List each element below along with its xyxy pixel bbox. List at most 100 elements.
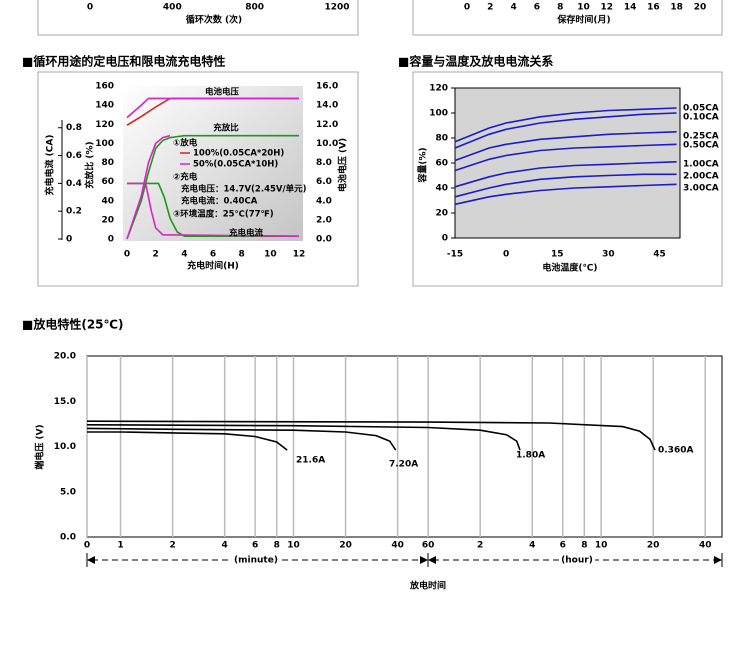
x-tick-label: 16 — [647, 3, 660, 13]
series-line — [126, 134, 171, 240]
x-axis-label: 保存时间(月) — [556, 14, 610, 26]
y-tick-label: 100 — [429, 109, 448, 119]
x-tick-label: 14 — [624, 3, 637, 13]
chart-title: ■容量与温度及放电电流关系 — [398, 54, 553, 69]
x-tick-label: 20 — [694, 3, 707, 13]
series-line — [454, 131, 677, 162]
annotation: 100%(0.05CA*20H) — [193, 149, 284, 159]
annotation: ②充电 — [173, 172, 198, 183]
series-line — [454, 143, 677, 172]
annotation: 充电电流：0.40CA — [181, 196, 258, 207]
x-tick-label: 20 — [339, 541, 352, 551]
x-tick-label: 12 — [601, 3, 614, 13]
x-axis-label: 电池温度(℃) — [542, 262, 597, 274]
frame — [412, 71, 723, 287]
x-tick-label: 10 — [595, 541, 608, 551]
y2-tick-label: 14.0 — [316, 101, 338, 111]
y-tick-label: 40 — [101, 196, 114, 206]
plot-area — [86, 355, 723, 538]
y-tick-label: 20 — [435, 209, 448, 219]
y2-tick-label: 8.0 — [316, 158, 332, 168]
x-tick-label: 4 — [529, 541, 535, 551]
x-tick-label: 0 — [464, 3, 470, 13]
x-tick-label: 10 — [287, 541, 300, 551]
y2-tick-label: 6.0 — [316, 177, 332, 187]
x-tick-label: 4 — [222, 541, 228, 551]
y-tick-label: 160 — [95, 82, 114, 92]
y3-tick-label: 0.6 — [66, 151, 82, 161]
series-label: 1.00CA — [683, 160, 719, 170]
series-line — [454, 183, 677, 206]
x-tick-label: 2 — [153, 250, 159, 260]
x-tick-label: 8 — [581, 541, 587, 551]
x-tick-label: 0 — [124, 250, 130, 260]
frame — [37, 71, 359, 287]
x-tick-label: 4 — [181, 250, 187, 260]
y-tick-label: 80 — [435, 134, 448, 144]
y-axis-label: 端电压 (V) — [34, 424, 46, 469]
y-tick-label: 80 — [101, 158, 114, 168]
x-tick-label: 30 — [602, 250, 615, 260]
x-tick-label: 10 — [577, 3, 590, 13]
series-line — [454, 107, 677, 143]
x-tick-label: 2 — [487, 3, 493, 13]
x-tick-label: 40 — [391, 541, 404, 551]
series-line — [127, 182, 300, 237]
series-label: 21.6A — [296, 456, 325, 466]
series-label: 7.20A — [389, 460, 418, 470]
y-tick-label: 140 — [95, 101, 114, 111]
annotation: ③环境温度：25℃(77℉) — [173, 209, 274, 220]
x-tick-label: 0 — [87, 3, 93, 13]
y2-tick-label: 12.0 — [316, 120, 338, 130]
y-tick-label: 10.0 — [54, 442, 76, 452]
y-tick-label: 0.0 — [60, 533, 76, 543]
x-tick-label: 6 — [534, 3, 540, 13]
x-unit-label: (hour) — [561, 556, 593, 566]
x-tick-label: 45 — [653, 250, 666, 260]
x-tick-label: 6 — [560, 541, 566, 551]
series-line — [126, 134, 299, 240]
series-label: 0.360A — [658, 446, 693, 456]
y-tick-label: 40 — [435, 184, 448, 194]
x-tick-label: 1200 — [324, 3, 349, 13]
x-tick-label: 800 — [245, 3, 264, 13]
y-tick-label: 5.0 — [60, 487, 76, 497]
x-tick-label: 2 — [169, 541, 175, 551]
x-axis-label: 循环次数 (次) — [186, 14, 242, 26]
series-line — [127, 182, 299, 237]
x-tick-label: 6 — [252, 541, 258, 551]
y-tick-label: 20 — [101, 215, 114, 225]
chart-title: ■放电特性(25℃) — [22, 317, 124, 332]
x-tick-label: 20 — [647, 541, 660, 551]
time-arrows — [86, 553, 723, 567]
y2-tick-label: 16.0 — [316, 82, 338, 92]
annotation: 充放比 — [213, 123, 239, 134]
series-line — [86, 420, 656, 451]
y-tick-label: 120 — [429, 84, 448, 94]
y3-tick-label: 0 — [66, 235, 72, 245]
annotation: ①放电 — [173, 138, 198, 149]
annotation: 电池电压 — [205, 87, 240, 98]
x-axis-label: 充电时间(H) — [187, 260, 239, 272]
y2-tick-label: 0.0 — [316, 235, 332, 245]
frame — [37, 0, 723, 36]
series-label: 1.80A — [516, 451, 545, 461]
x-tick-label: 8 — [274, 541, 280, 551]
series-line — [454, 161, 677, 188]
y2-tick-label: 2.0 — [316, 215, 332, 225]
y3-tick-label: 0.4 — [66, 179, 82, 189]
series-label: 2.00CA — [683, 172, 719, 182]
series-label: 0.05CA — [683, 104, 719, 114]
chart-title: ■循环用途的定电压和限电流充电特性 — [22, 54, 225, 69]
x-tick-label: 1 — [117, 541, 123, 551]
y-tick-label: 20.0 — [54, 352, 76, 362]
annotation: 50%(0.05CA*10H) — [193, 160, 278, 170]
annotation: 充电电压：14.7V(2.45V/单元) — [181, 184, 307, 195]
y3-axis-label: 充电电流 (CA) — [44, 135, 56, 196]
series-label: 0.50CA — [683, 141, 719, 151]
y3-tick-label: 0.8 — [66, 123, 82, 133]
x-tick-label: 0 — [503, 250, 509, 260]
x-tick-label: 4 — [510, 3, 516, 13]
y-tick-label: 120 — [95, 120, 114, 130]
